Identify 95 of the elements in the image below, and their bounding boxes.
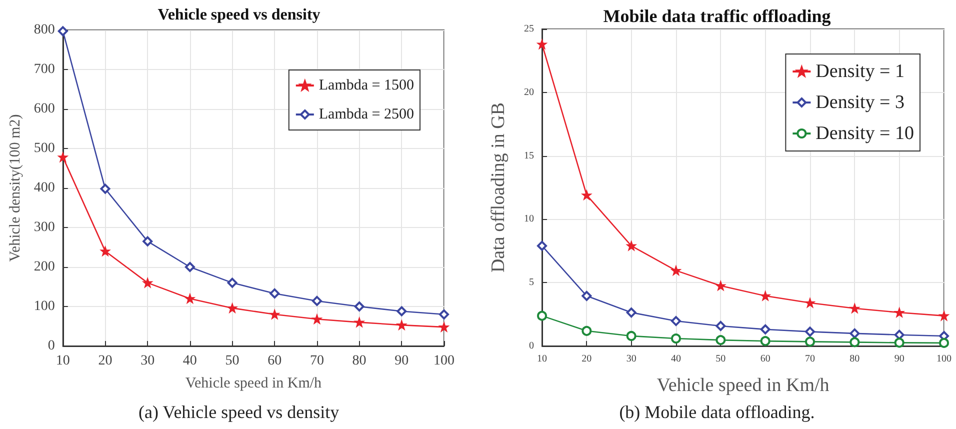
point <box>760 324 770 334</box>
point <box>894 338 904 348</box>
y-tick-label: 500 <box>34 141 55 156</box>
x-tick-label: 90 <box>894 354 904 364</box>
y-tick-label: 20 <box>524 86 534 98</box>
point <box>537 310 547 321</box>
legend-label: Lambda = 2500 <box>318 106 414 122</box>
x-tick-label: 20 <box>582 354 592 364</box>
text: (b) Mobile data offloading. <box>619 402 815 422</box>
x-tick-label: 30 <box>140 354 155 368</box>
x-axis-title: Vehicle speed in Km/h <box>656 375 830 396</box>
legend-label: Density = 10 <box>816 123 914 144</box>
point <box>760 336 770 346</box>
point <box>312 314 322 324</box>
point <box>805 298 815 308</box>
x-tick-label: 80 <box>850 354 860 364</box>
y-tick-label: 800 <box>34 22 55 38</box>
point <box>100 246 110 256</box>
point <box>894 330 904 340</box>
point <box>626 241 636 250</box>
point <box>582 326 592 336</box>
point <box>184 262 195 272</box>
legend-label: Lambda = 1500 <box>318 78 414 94</box>
point <box>760 291 770 301</box>
x-tick-label: 50 <box>716 354 726 364</box>
x-tick-label: 20 <box>98 354 112 368</box>
y-tick-label: 100 <box>34 299 55 314</box>
point <box>805 326 815 337</box>
point <box>58 26 68 36</box>
point <box>312 296 322 306</box>
point <box>142 236 153 246</box>
point <box>396 306 407 316</box>
point <box>537 240 547 251</box>
x-tick-label: 80 <box>352 354 366 368</box>
point <box>805 336 815 347</box>
point <box>850 337 860 348</box>
point <box>716 281 726 290</box>
legend-label: Density = 1 <box>816 61 905 82</box>
x-axis-title: Vehicle speed in Km/h <box>185 376 322 392</box>
point <box>185 294 195 304</box>
x-tick-label: 40 <box>671 354 681 364</box>
point <box>270 310 280 319</box>
point <box>939 338 949 348</box>
point <box>671 266 681 276</box>
y-axis-title: Vehicle density(100 m2) <box>8 114 24 262</box>
point <box>439 322 449 332</box>
y-tick-label: 15 <box>524 150 534 162</box>
y-tick-label: 0 <box>529 340 534 352</box>
point <box>537 40 547 49</box>
y-tick-label: 0 <box>48 338 55 354</box>
legend-label: Density = 3 <box>816 92 905 113</box>
point <box>354 318 364 327</box>
x-tick-label: 40 <box>182 354 197 368</box>
x-tick-label: 100 <box>434 354 454 368</box>
point <box>850 328 860 338</box>
y-axis-title: Data offloading in GB <box>488 102 509 273</box>
point <box>894 308 904 318</box>
x-tick-label: 100 <box>936 354 952 364</box>
point <box>270 288 280 298</box>
x-tick-label: 70 <box>310 354 324 368</box>
point <box>439 309 449 320</box>
point <box>939 311 949 320</box>
y-tick-label: 5 <box>529 277 534 288</box>
point <box>626 308 636 318</box>
point <box>582 290 592 301</box>
y-tick-label: 300 <box>34 220 55 235</box>
chart-title: Vehicle speed vs density <box>158 6 320 24</box>
y-tick-label: 700 <box>34 62 55 77</box>
y-tick-label: 10 <box>524 214 534 225</box>
y-tick-label: 200 <box>34 260 55 274</box>
x-tick-label: 60 <box>760 354 770 364</box>
x-tick-label: 30 <box>626 354 636 364</box>
y-tick-label: 600 <box>34 102 55 116</box>
x-tick-label: 60 <box>268 354 282 368</box>
point <box>227 278 238 288</box>
point <box>671 334 681 344</box>
x-tick-label: 10 <box>537 354 547 364</box>
point <box>850 304 860 313</box>
point <box>716 320 726 331</box>
point <box>626 330 636 341</box>
chart-title: Mobile data traffic offloading <box>603 6 831 26</box>
point <box>716 335 726 346</box>
point <box>671 316 681 326</box>
point <box>142 278 152 288</box>
y-tick-label: 400 <box>34 180 55 196</box>
point <box>354 302 364 312</box>
point <box>100 184 110 194</box>
x-tick-label: 10 <box>56 354 70 368</box>
text: (a) Vehicle speed vs density <box>138 402 340 422</box>
x-tick-label: 50 <box>225 354 240 368</box>
point <box>397 320 406 330</box>
x-tick-label: 90 <box>394 354 409 368</box>
y-tick-label: 25 <box>524 24 534 34</box>
point <box>228 303 237 313</box>
x-tick-label: 70 <box>805 354 815 364</box>
